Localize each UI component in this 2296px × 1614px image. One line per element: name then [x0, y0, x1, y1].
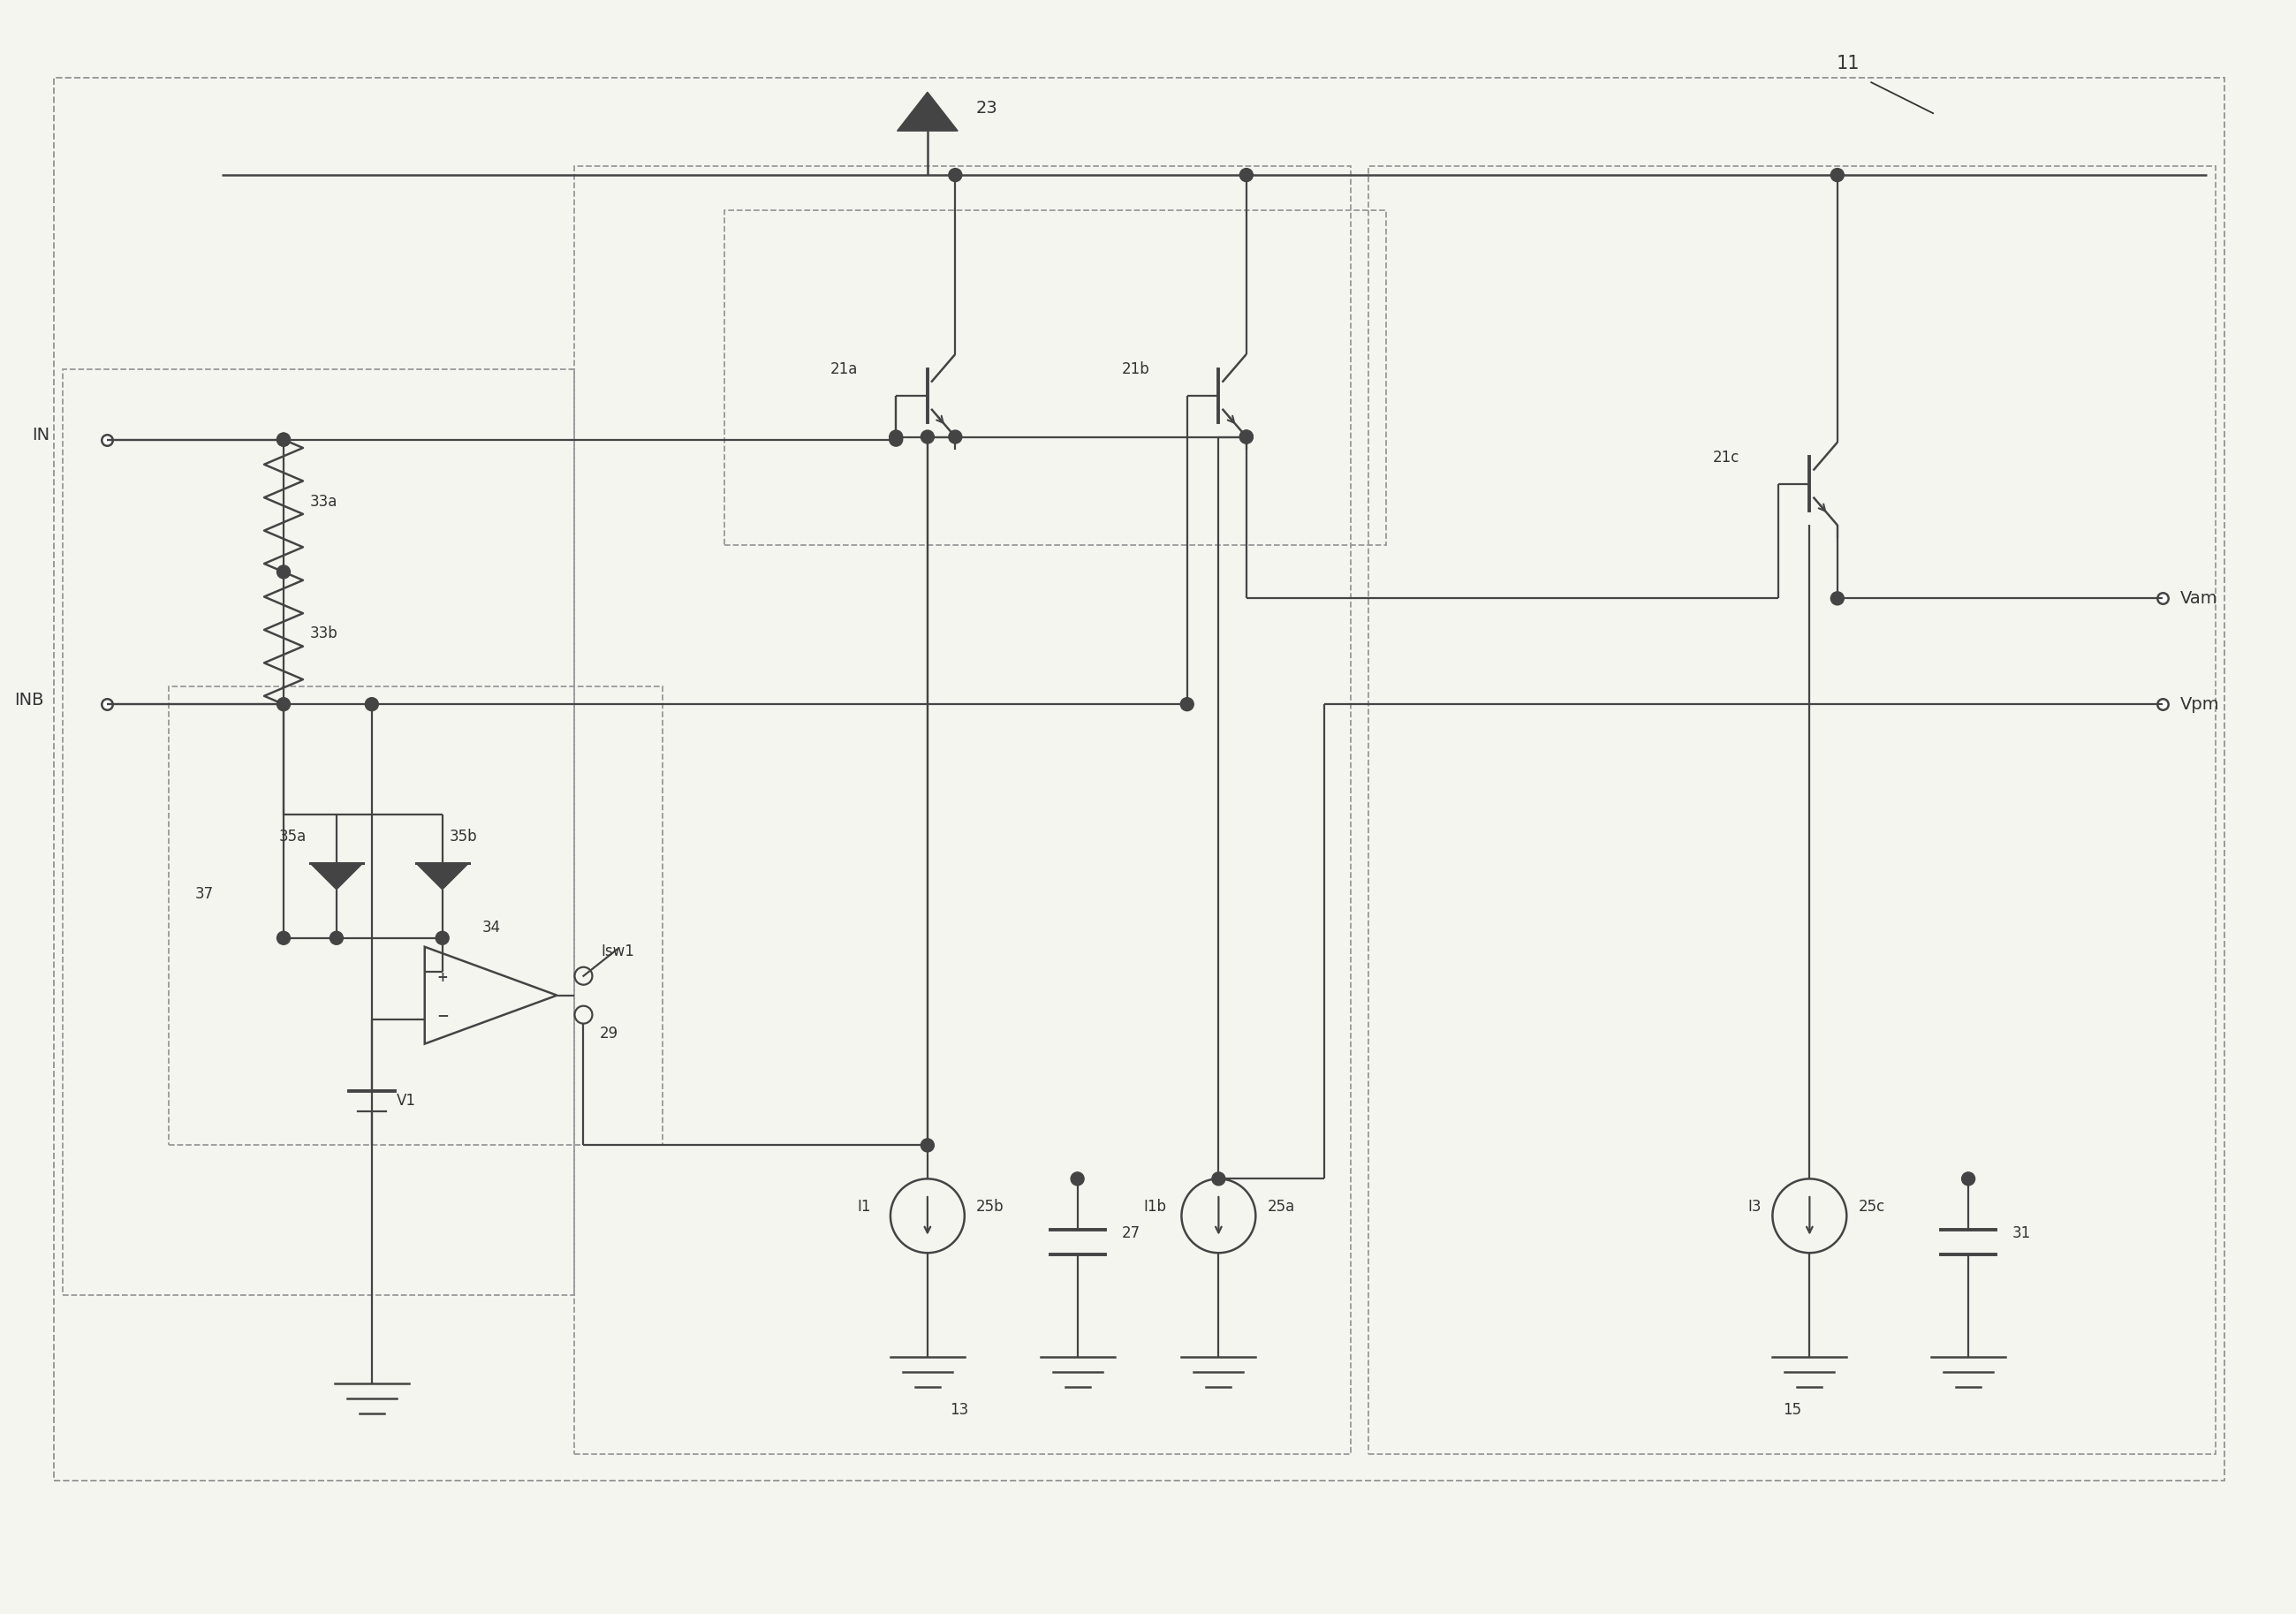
Text: 31: 31 — [2011, 1225, 2032, 1241]
Circle shape — [1240, 431, 1254, 444]
Text: 29: 29 — [599, 1025, 618, 1041]
Text: Vpm: Vpm — [2179, 696, 2220, 713]
Polygon shape — [416, 863, 468, 889]
Text: V1: V1 — [397, 1093, 416, 1109]
Text: 21a: 21a — [831, 362, 859, 378]
Circle shape — [948, 431, 962, 444]
Circle shape — [1240, 168, 1254, 182]
Circle shape — [1240, 431, 1254, 444]
Text: 37: 37 — [195, 886, 214, 902]
Text: I1b: I1b — [1143, 1199, 1166, 1215]
Text: I1: I1 — [856, 1199, 870, 1215]
Circle shape — [365, 697, 379, 710]
Circle shape — [278, 433, 289, 445]
Text: 11: 11 — [1837, 55, 1860, 73]
Circle shape — [278, 565, 289, 578]
Circle shape — [278, 931, 289, 944]
Text: 25a: 25a — [1267, 1199, 1295, 1215]
Circle shape — [1212, 1172, 1226, 1185]
Circle shape — [331, 931, 342, 944]
Text: 35b: 35b — [450, 828, 478, 844]
Circle shape — [1180, 697, 1194, 710]
Circle shape — [948, 168, 962, 182]
Circle shape — [1830, 592, 1844, 605]
Text: 13: 13 — [951, 1403, 969, 1417]
Bar — [170, 686, 664, 1146]
Text: +: + — [436, 972, 448, 985]
Text: 23: 23 — [976, 100, 999, 116]
Text: 27: 27 — [1120, 1225, 1141, 1241]
Text: 25b: 25b — [976, 1199, 1003, 1215]
Circle shape — [921, 431, 934, 444]
Text: 33a: 33a — [310, 494, 338, 510]
Circle shape — [278, 697, 289, 710]
Text: I3: I3 — [1747, 1199, 1761, 1215]
Text: −: − — [436, 1007, 448, 1023]
Bar — [1368, 166, 2216, 1454]
Text: Vam: Vam — [2179, 591, 2218, 607]
Text: 33b: 33b — [310, 626, 338, 642]
Circle shape — [921, 1138, 934, 1152]
Text: IN: IN — [32, 426, 51, 444]
Polygon shape — [310, 863, 363, 889]
Text: 25c: 25c — [1857, 1199, 1885, 1215]
Text: INB: INB — [14, 691, 44, 709]
Text: 15: 15 — [1784, 1403, 1802, 1417]
Text: Isw1: Isw1 — [602, 943, 634, 959]
Text: 21c: 21c — [1713, 449, 1740, 465]
Circle shape — [889, 431, 902, 444]
Bar — [55, 77, 2225, 1480]
Circle shape — [1830, 168, 1844, 182]
Polygon shape — [898, 92, 957, 131]
Bar — [574, 166, 1350, 1454]
Bar — [62, 370, 574, 1294]
Circle shape — [1961, 1172, 1975, 1185]
Text: 35a: 35a — [280, 828, 308, 844]
Circle shape — [889, 433, 902, 445]
Circle shape — [1070, 1172, 1084, 1185]
Bar — [726, 210, 1387, 546]
Circle shape — [278, 433, 289, 445]
Circle shape — [436, 931, 450, 944]
Text: 34: 34 — [482, 920, 501, 936]
Text: 21b: 21b — [1120, 362, 1150, 378]
